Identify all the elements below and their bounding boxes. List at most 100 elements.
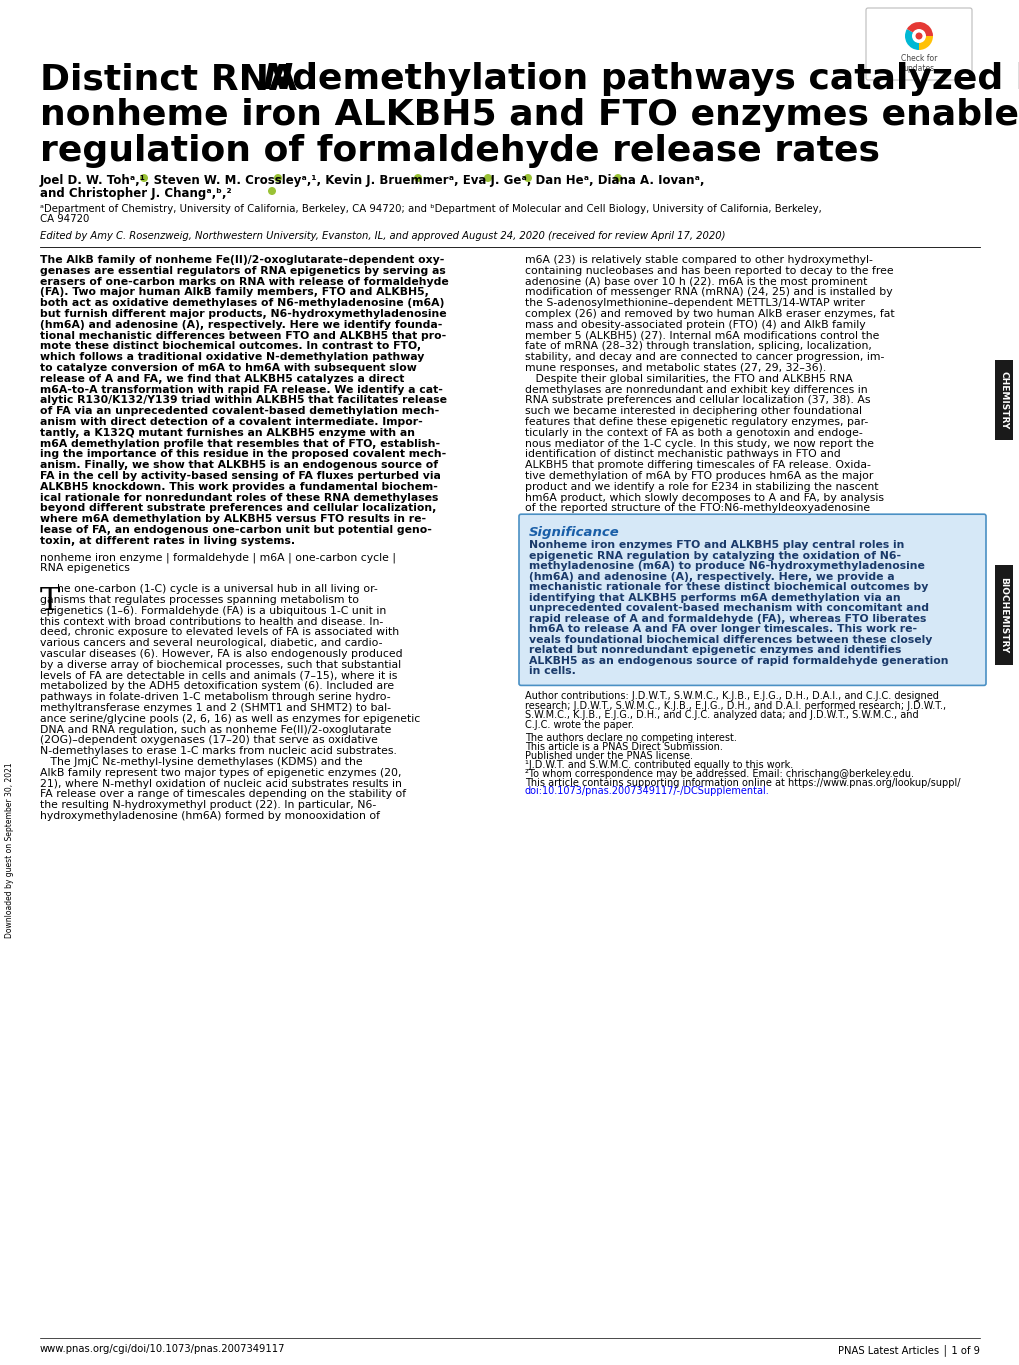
Text: CHEMISTRY: CHEMISTRY [999,371,1008,429]
Text: mechanistic rationale for these distinct biochemical outcomes by: mechanistic rationale for these distinct… [529,583,927,592]
Text: veals foundational biochemical differences between these closely: veals foundational biochemical differenc… [529,635,931,644]
Text: but furnish different major products, N6-hydroxymethyladenosine: but furnish different major products, N6… [40,308,446,319]
Text: RNA substrate preferences and cellular localization (37, 38). As: RNA substrate preferences and cellular l… [525,396,869,405]
Text: FA release over a range of timescales depending on the stability of: FA release over a range of timescales de… [40,789,406,800]
Text: adenosine (A) base over 10 h (22). m6A is the most prominent: adenosine (A) base over 10 h (22). m6A i… [525,277,866,287]
Circle shape [915,33,921,40]
Text: in cells.: in cells. [529,666,576,676]
Wedge shape [904,29,918,51]
Text: N-demethylases to erase 1-C marks from nucleic acid substrates.: N-demethylases to erase 1-C marks from n… [40,747,396,756]
Text: m6A (23) is relatively stable compared to other hydroxymethyl-: m6A (23) is relatively stable compared t… [525,255,872,265]
Circle shape [484,173,491,182]
Circle shape [524,173,532,182]
Text: Edited by Amy C. Rosenzweig, Northwestern University, Evanston, IL, and approved: Edited by Amy C. Rosenzweig, Northwester… [40,231,725,242]
Text: product and we identify a role for E234 in stabilizing the nascent: product and we identify a role for E234 … [525,482,877,491]
Text: methyladenosine (m6A) to produce N6-hydroxymethyladenosine: methyladenosine (m6A) to produce N6-hydr… [529,561,924,571]
Text: nous mediator of the 1-C cycle. In this study, we now report the: nous mediator of the 1-C cycle. In this … [525,438,873,449]
Text: ing the importance of this residue in the proposed covalent mech-: ing the importance of this residue in th… [40,449,446,460]
Text: fate of mRNA (28–32) through translation, splicing, localization,: fate of mRNA (28–32) through translation… [525,341,871,351]
Text: (hm6A) and adenosine (A), respectively. Here, we provide a: (hm6A) and adenosine (A), respectively. … [529,572,894,581]
Text: stability, and decay and are connected to cancer progression, im-: stability, and decay and are connected t… [525,352,883,362]
Circle shape [268,187,276,195]
Text: complex (26) and removed by two human AlkB eraser enzymes, fat: complex (26) and removed by two human Al… [525,308,894,319]
Text: tive demethylation of m6A by FTO produces hm6A as the major: tive demethylation of m6A by FTO produce… [525,471,872,480]
Text: of FA via an unprecedented covalent-based demethylation mech-: of FA via an unprecedented covalent-base… [40,407,439,416]
Text: (2OG)–dependent oxygenases (17–20) that serve as oxidative: (2OG)–dependent oxygenases (17–20) that … [40,736,377,745]
Text: ganisms that regulates processes spanning metabolism to: ganisms that regulates processes spannin… [40,595,359,605]
Bar [994,360,1012,440]
Text: the resulting N-hydroxymethyl product (22). In particular, N6-: the resulting N-hydroxymethyl product (2… [40,800,376,811]
Text: tional mechanistic differences between FTO and ALKBH5 that pro-: tional mechanistic differences between F… [40,330,446,341]
Text: of the reported structure of the FTO:N6-methyldeoxyadenosine: of the reported structure of the FTO:N6-… [525,504,869,513]
Text: where m6A demethylation by ALKBH5 versus FTO results in re-: where m6A demethylation by ALKBH5 versus… [40,515,426,524]
Text: pathways in folate-driven 1-C metabolism through serine hydro-: pathways in folate-driven 1-C metabolism… [40,692,390,702]
FancyBboxPatch shape [865,8,971,81]
Text: FA in the cell by activity-based sensing of FA fluxes perturbed via: FA in the cell by activity-based sensing… [40,471,440,480]
Text: C.J.C. wrote the paper.: C.J.C. wrote the paper. [525,719,634,730]
Text: lease of FA, an endogenous one-carbon unit but potential geno-: lease of FA, an endogenous one-carbon un… [40,526,431,535]
Text: ᵃDepartment of Chemistry, University of California, Berkeley, CA 94720; and ᵇDep: ᵃDepartment of Chemistry, University of … [40,203,821,214]
Text: DNA and RNA regulation, such as nonheme Fe(II)/2-oxoglutarate: DNA and RNA regulation, such as nonheme … [40,725,391,734]
Text: The authors declare no competing interest.: The authors declare no competing interes… [525,733,736,744]
Text: he one-carbon (1-C) cycle is a universal hub in all living or-: he one-carbon (1-C) cycle is a universal… [57,584,377,594]
Text: Joel D. W. Tohᵃ,¹, Steven W. M. Crossleyᵃ,¹, Kevin J. Bruemmerᵃ, Eva J. Geᵃ, Dan: Joel D. W. Tohᵃ,¹, Steven W. M. Crossley… [40,173,705,187]
Text: hm6A to release A and FA over longer timescales. This work re-: hm6A to release A and FA over longer tim… [529,624,916,635]
Text: m6A-to-A transformation with rapid FA release. We identify a cat-: m6A-to-A transformation with rapid FA re… [40,385,442,394]
Text: ALKBH5 that promote differing timescales of FA release. Oxida-: ALKBH5 that promote differing timescales… [525,460,870,470]
Text: Distinct RNA: Distinct RNA [40,61,310,96]
Text: Check for
updates: Check for updates [900,55,936,74]
Text: ticularly in the context of FA as both a genotoxin and endoge-: ticularly in the context of FA as both a… [525,427,862,438]
Text: to catalyze conversion of m6A to hm6A with subsequent slow: to catalyze conversion of m6A to hm6A wi… [40,363,417,373]
Text: AlkB family represent two major types of epigenetic enzymes (20,: AlkB family represent two major types of… [40,767,401,778]
Text: www.pnas.org/cgi/doi/10.1073/pnas.2007349117: www.pnas.org/cgi/doi/10.1073/pnas.200734… [40,1345,285,1354]
Text: alytic R130/K132/Y139 triad within ALKBH5 that facilitates release: alytic R130/K132/Y139 triad within ALKBH… [40,396,446,405]
Text: ance serine/glycine pools (2, 6, 16) as well as enzymes for epigenetic: ance serine/glycine pools (2, 6, 16) as … [40,714,420,723]
Text: this context with broad contributions to health and disease. In-: this context with broad contributions to… [40,617,383,627]
Text: levels of FA are detectable in cells and animals (7–15), where it is: levels of FA are detectable in cells and… [40,670,397,681]
Text: ²To whom correspondence may be addressed. Email: chrischang@berkeley.edu.: ²To whom correspondence may be addressed… [525,770,913,779]
Text: by a diverse array of biochemical processes, such that substantial: by a diverse array of biochemical proces… [40,659,400,670]
Text: erasers of one-carbon marks on RNA with release of formaldehyde: erasers of one-carbon marks on RNA with … [40,277,448,287]
Text: mote these distinct biochemical outcomes. In contrast to FTO,: mote these distinct biochemical outcomes… [40,341,421,351]
Text: Published under the PNAS license.: Published under the PNAS license. [525,751,692,762]
Text: Significance: Significance [529,526,620,539]
Text: Downloaded by guest on September 30, 2021: Downloaded by guest on September 30, 202… [5,762,14,938]
Text: -demethylation pathways catalyzed by: -demethylation pathways catalyzed by [277,61,1019,96]
Text: T: T [40,586,60,617]
Text: deed, chronic exposure to elevated levels of FA is associated with: deed, chronic exposure to elevated level… [40,628,398,637]
Text: BIOCHEMISTRY: BIOCHEMISTRY [999,577,1008,652]
Text: beyond different substrate preferences and cellular localization,: beyond different substrate preferences a… [40,504,436,513]
Text: various cancers and several neurological, diabetic, and cardio-: various cancers and several neurological… [40,639,382,648]
Text: such we became interested in deciphering other foundational: such we became interested in deciphering… [525,407,861,416]
Text: regulation of formaldehyde release rates: regulation of formaldehyde release rates [40,134,879,168]
FancyBboxPatch shape [519,515,985,685]
Text: hm6A product, which slowly decomposes to A and FA, by analysis: hm6A product, which slowly decomposes to… [525,493,883,502]
Text: m6A demethylation profile that resembles that of FTO, establish-: m6A demethylation profile that resembles… [40,438,439,449]
Text: hydroxymethyladenosine (hm6A) formed by monooxidation of: hydroxymethyladenosine (hm6A) formed by … [40,811,380,820]
Text: tantly, a K132Q mutant furnishes an ALKBH5 enzyme with an: tantly, a K132Q mutant furnishes an ALKB… [40,427,415,438]
Text: Author contributions: J.D.W.T., S.W.M.C., K.J.B., E.J.G., D.H., D.A.I., and C.J.: Author contributions: J.D.W.T., S.W.M.C.… [525,692,937,702]
Text: mune responses, and metabolic states (27, 29, 32–36).: mune responses, and metabolic states (27… [525,363,825,373]
Text: modification of messenger RNA (mRNA) (24, 25) and is installed by: modification of messenger RNA (mRNA) (24… [525,288,892,298]
Text: (FA). Two major human AlkB family members, FTO and ALKBH5,: (FA). Two major human AlkB family member… [40,288,428,298]
Text: identification of distinct mechanistic pathways in FTO and: identification of distinct mechanistic p… [525,449,840,460]
Text: containing nucleobases and has been reported to decay to the free: containing nucleobases and has been repo… [525,266,893,276]
Text: Despite their global similarities, the FTO and ALKBH5 RNA: Despite their global similarities, the F… [525,374,852,384]
Circle shape [613,173,622,182]
Text: nonheme iron enzyme | formaldehyde | m6A | one-carbon cycle |: nonheme iron enzyme | formaldehyde | m6A… [40,553,395,564]
Text: unprecedented covalent-based mechanism with concomitant and: unprecedented covalent-based mechanism w… [529,603,928,613]
Circle shape [414,173,422,182]
Text: methyltransferase enzymes 1 and 2 (SHMT1 and SHMT2) to bal-: methyltransferase enzymes 1 and 2 (SHMT1… [40,703,390,713]
Text: the S-adenosylmethionine–dependent METTL3/14-WTAP writer: the S-adenosylmethionine–dependent METTL… [525,298,864,308]
Text: (hm6A) and adenosine (A), respectively. Here we identify founda-: (hm6A) and adenosine (A), respectively. … [40,319,442,330]
Text: rapid release of A and formaldehyde (FA), whereas FTO liberates: rapid release of A and formaldehyde (FA)… [529,614,925,624]
Text: features that define these epigenetic regulatory enzymes, par-: features that define these epigenetic re… [525,416,867,427]
Text: CA 94720: CA 94720 [40,214,90,224]
Text: and Christopher J. Changᵃ,ᵇ,²: and Christopher J. Changᵃ,ᵇ,² [40,187,231,201]
Wedge shape [906,22,932,35]
Text: demethylases are nonredundant and exhibit key differences in: demethylases are nonredundant and exhibi… [525,385,867,394]
Text: The JmjC Nε-methyl-lysine demethylases (KDMS) and the: The JmjC Nε-methyl-lysine demethylases (… [40,758,363,767]
Text: N: N [262,61,292,96]
Text: research; J.D.W.T., S.W.M.C., K.J.B., E.J.G., D.H., and D.A.I. performed researc: research; J.D.W.T., S.W.M.C., K.J.B., E.… [525,700,946,711]
Text: ALKBH5 as an endogenous source of rapid formaldehyde generation: ALKBH5 as an endogenous source of rapid … [529,655,948,666]
